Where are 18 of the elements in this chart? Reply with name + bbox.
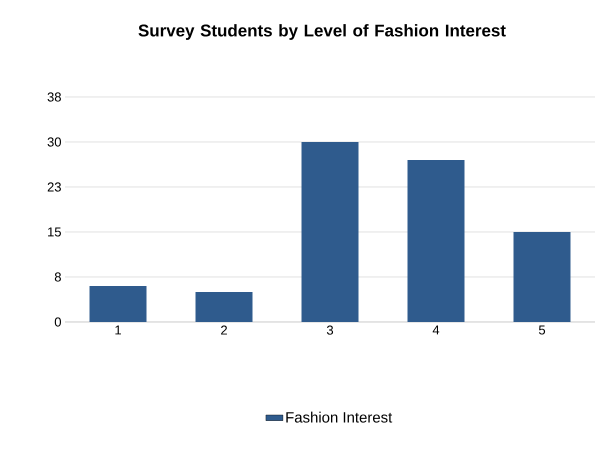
x-tick-label: 4 xyxy=(432,326,440,334)
bar xyxy=(514,232,570,322)
legend-label: Fashion Interest xyxy=(286,412,392,423)
x-tick-label: 2 xyxy=(221,326,227,335)
x-tick-label: 3 xyxy=(326,326,334,335)
bar xyxy=(90,286,147,322)
x-tick-label: 5 xyxy=(538,326,546,335)
y-tick-label: 15 xyxy=(48,227,61,236)
y-tick-label: 38 xyxy=(48,92,61,102)
y-tick-label: 30 xyxy=(48,137,61,147)
bar xyxy=(196,292,253,322)
chart-title: Survey Students by Level of Fashion Interest xyxy=(138,24,506,40)
x-tick-label: 1 xyxy=(115,326,121,334)
y-tick-label: 0 xyxy=(54,317,61,327)
bar xyxy=(302,142,359,322)
y-tick-label: 23 xyxy=(48,182,61,192)
y-tick-label: 8 xyxy=(54,272,61,282)
bar xyxy=(408,160,465,322)
